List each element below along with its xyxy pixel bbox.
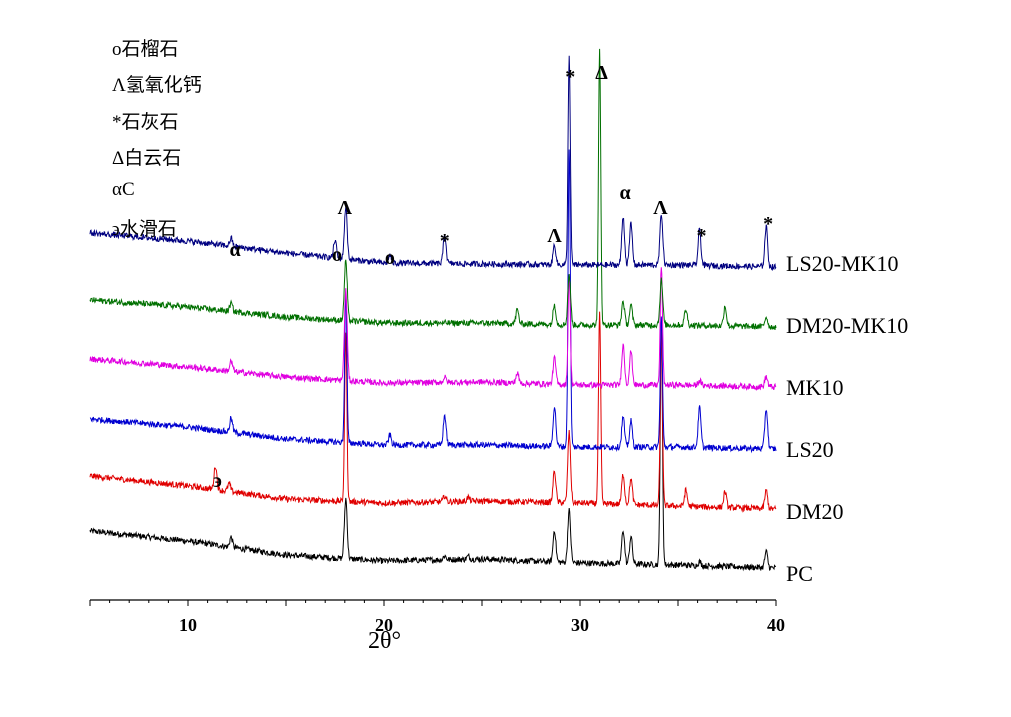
legend-item-calcium-hydroxide: Λ氢氧化钙: [112, 70, 202, 97]
legend-label: 石灰石: [121, 112, 179, 133]
xrd-series-group: [89, 48, 777, 572]
legend-symbol: α: [112, 179, 122, 200]
x-tick-label: 40: [767, 615, 785, 635]
peak-annotation: ϶: [213, 470, 221, 492]
legend-symbol: ϶: [112, 219, 120, 240]
legend-item-limestone: *石灰石: [112, 107, 179, 134]
peak-annotation: Λ: [338, 197, 353, 219]
x-axis-label: 2θ°: [368, 628, 402, 654]
peak-annotation: Δ: [595, 62, 608, 84]
series-label-pc: PC: [786, 561, 813, 586]
legend-label: 石榴石: [121, 39, 179, 60]
peak-annotation: α: [229, 239, 240, 261]
x-tick-label: 20: [375, 615, 393, 635]
series-label-dm20: DM20: [786, 499, 843, 524]
peak-annotation: o: [385, 247, 395, 269]
x-tick-label: 10: [179, 615, 197, 635]
legend-item-dolomite: Δ白云石: [112, 143, 181, 170]
legend-symbol: Δ: [112, 148, 125, 169]
legend-item-alpha-c: αC: [112, 179, 135, 201]
series-line-ls20-mk10: [89, 55, 777, 272]
peak-annotation: Λ: [653, 197, 668, 219]
legend-item-garnet: o石榴石: [112, 34, 179, 61]
peak-annotation: α: [619, 182, 630, 204]
series-line-dm20-mk10: [89, 48, 777, 331]
peak-annotation: Λ: [547, 225, 562, 247]
peak-annotation: *: [565, 66, 575, 88]
legend-label: 水滑石: [119, 219, 177, 240]
peak-annotation: *: [440, 230, 450, 252]
series-line-dm20: [89, 311, 777, 513]
series-label-ls20-mk10: LS20-MK10: [786, 251, 898, 276]
series-labels: PC DM20 LS20 MK10 DM20-MK10 LS20-MK10: [786, 251, 908, 586]
legend-symbol: Λ: [112, 75, 126, 96]
series-label-mk10: MK10: [786, 375, 843, 400]
x-axis: 10 20 30 40: [89, 599, 785, 635]
series-line-mk10: [89, 267, 777, 392]
legend-label: 白云石: [124, 148, 182, 169]
peak-annotations: α o Λo * Λ * Δα Λ * * ϶: [213, 62, 773, 492]
x-tick-label: 30: [571, 615, 589, 635]
series-label-dm20-mk10: DM20-MK10: [786, 313, 908, 338]
peak-annotation: *: [697, 225, 707, 247]
peak-annotation: *: [763, 213, 773, 235]
legend-symbol: o: [112, 39, 122, 60]
legend-item-hydrotalcite: ϶水滑石: [112, 214, 177, 241]
series-line-ls20: [89, 149, 777, 454]
legend-label: 氢氧化钙: [125, 75, 202, 96]
peak-annotation: o: [332, 244, 342, 266]
series-label-ls20: LS20: [786, 437, 834, 462]
legend-symbol: *: [112, 112, 122, 133]
legend-label: C: [121, 179, 135, 200]
